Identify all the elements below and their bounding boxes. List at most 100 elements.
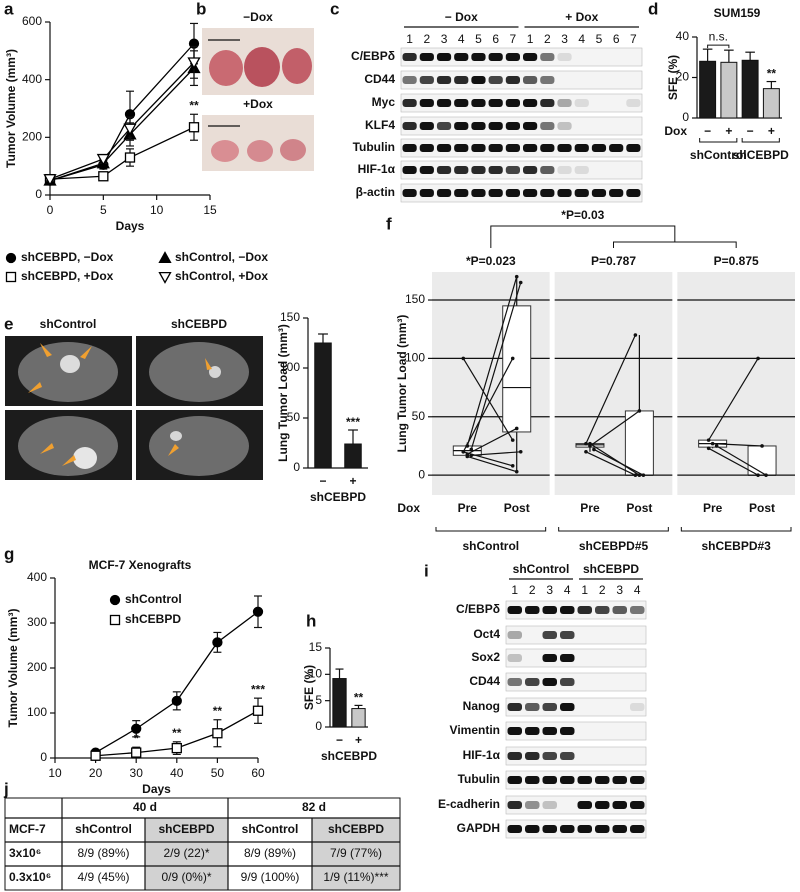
table-cell: 9/9 (100%) [241, 870, 300, 884]
blot-band [542, 801, 557, 809]
lane-label: 2 [544, 32, 551, 46]
pair-line [467, 427, 517, 455]
pair-line [589, 410, 640, 447]
arrow [40, 443, 54, 454]
lane-label: 6 [492, 32, 499, 46]
blot-strip [400, 138, 643, 158]
p-value: *P=0.023 [466, 254, 516, 268]
table-header: shControl [75, 822, 132, 836]
blot-row-label: E-cadherin [438, 797, 500, 811]
lane-label: 1 [527, 32, 534, 46]
pair-line [585, 451, 636, 476]
legend-marker [158, 251, 172, 264]
blot-band [471, 53, 486, 61]
point [469, 447, 474, 452]
blot-band [542, 825, 557, 833]
point [514, 274, 519, 279]
mri-images [5, 336, 263, 480]
table-header: shCEBPD [158, 822, 214, 836]
blot-band [595, 825, 610, 833]
blot-band [630, 776, 645, 784]
y-tick-label: 400 [27, 570, 47, 584]
table-header: shControl [242, 822, 299, 836]
panel-label: f [386, 214, 392, 233]
bar [332, 678, 347, 728]
point [461, 356, 466, 361]
blot-band [505, 166, 520, 174]
blot-band [595, 776, 610, 784]
series-line [49, 126, 195, 180]
blot-band [630, 801, 645, 809]
blot-band [542, 727, 557, 735]
group-bracket [435, 527, 547, 532]
blot-band [454, 144, 469, 152]
point [514, 426, 519, 431]
point [96, 153, 110, 166]
blot-band [540, 166, 555, 174]
legend-label: shCEBPD, +Dox [21, 269, 114, 283]
x-tick-label: + [349, 474, 356, 488]
blot-band [507, 727, 522, 735]
blot-band [557, 189, 572, 197]
point [637, 409, 642, 413]
tumor [60, 355, 80, 373]
x-tick-label: − [704, 124, 711, 138]
tissue [149, 342, 249, 402]
blot-band [488, 189, 503, 197]
lane-label: 4 [578, 32, 585, 46]
blot-row-label: CD44 [364, 72, 395, 86]
blot-row-label: β-actin [356, 185, 395, 199]
blot-strip [400, 47, 643, 67]
series-line [49, 67, 195, 182]
pair-line [716, 445, 767, 476]
lane-label: 5 [475, 32, 482, 46]
annotation: ** [172, 726, 182, 740]
point [756, 356, 760, 361]
blot-band [577, 776, 592, 784]
pair-line [467, 455, 517, 473]
x-tick-label: Pre [458, 501, 478, 515]
blot-band [540, 189, 555, 197]
blot-band [419, 189, 434, 197]
blot-strip [505, 600, 647, 620]
x-tick-label: Post [749, 501, 775, 515]
blot-group-label: + Dox [565, 10, 598, 24]
x-tick-label: − [319, 474, 326, 488]
lane-label: 3 [561, 32, 568, 46]
arrow [80, 346, 92, 359]
y-axis-label: Tumor Volume (mm³) [4, 49, 18, 168]
blot-band [557, 166, 572, 174]
y-tick-label: 50 [287, 410, 301, 424]
blot-band [591, 144, 607, 152]
blot-group-label: − Dox [445, 10, 478, 24]
blot-band [560, 752, 575, 760]
blot-strip [400, 160, 643, 180]
lane-label: 1 [581, 583, 588, 597]
table-cell: 0/9 (0%)* [161, 870, 211, 884]
blot-band [540, 53, 555, 61]
annotation: * [128, 133, 133, 147]
tumor [209, 50, 243, 86]
blot-row-label: Oct4 [473, 627, 500, 641]
point [584, 450, 588, 454]
blot-band [488, 144, 503, 152]
point [187, 57, 201, 70]
blot-band [560, 776, 575, 784]
x-axis-label: Days [142, 782, 171, 796]
blot-band [612, 606, 627, 614]
blot-band [525, 825, 540, 833]
point [43, 174, 57, 186]
y-tick-label: 5 [315, 693, 322, 707]
series-line [49, 61, 195, 180]
point [465, 454, 470, 459]
blot-band [507, 703, 522, 711]
cell-shade [145, 842, 228, 866]
panel-label: h [306, 611, 316, 630]
box [624, 410, 654, 476]
x-tick-label: Post [626, 501, 652, 515]
cell-shade [312, 866, 400, 890]
table-cell: 8/9 (89%) [244, 846, 296, 860]
blot-band [523, 144, 538, 152]
table-border [4, 797, 401, 891]
